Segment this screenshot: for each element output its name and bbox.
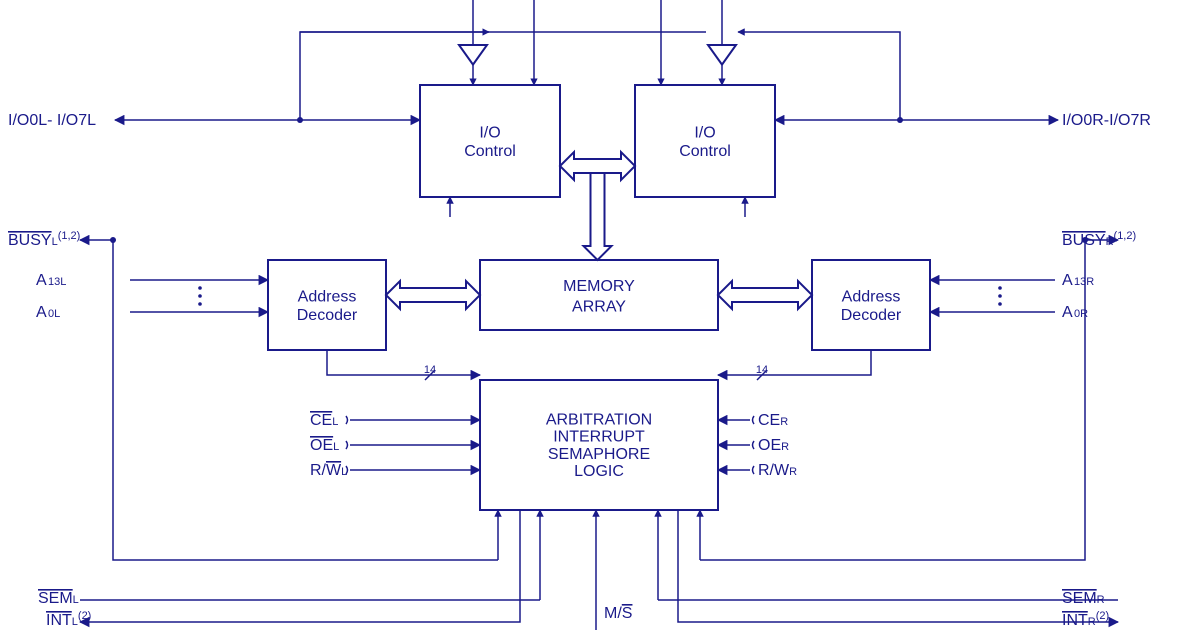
svg-text:13L: 13L (48, 276, 66, 288)
svg-text:13R: 13R (1074, 276, 1094, 288)
block-diagram: I/OControlI/OControlAddressDecoderMEMORY… (0, 0, 1200, 630)
svg-text:0L: 0L (48, 308, 60, 320)
block-memory (480, 260, 718, 330)
signal-ce-right: CER (758, 412, 788, 429)
signal-sem-left: SEML (38, 590, 79, 607)
signal-busy-left: BUSYL(1,2) (8, 230, 80, 249)
svg-text:14: 14 (756, 364, 768, 376)
signal-rw-left: R/WL (310, 462, 347, 479)
svg-text:0R: 0R (1074, 308, 1088, 320)
signal-ms: M/S (604, 605, 632, 622)
signal-oe-right: OER (758, 437, 789, 454)
svg-text:A: A (1062, 272, 1073, 289)
signal-int-left: INTL(2) (46, 610, 91, 629)
hollow-arrow (718, 281, 812, 309)
hollow-arrow (584, 173, 612, 260)
svg-text:A: A (1062, 304, 1073, 321)
svg-text:A: A (36, 272, 47, 289)
hollow-arrow (386, 281, 480, 309)
buffer-left (459, 45, 487, 65)
signal-io-left: I/O0L- I/O7L (8, 112, 96, 129)
block-label-addr_dec_r: AddressDecoder (841, 288, 902, 323)
svg-text:A: A (36, 304, 47, 321)
signal-io-right: I/O0R-I/O7R (1062, 112, 1151, 129)
signal-sem-right: SEMR (1062, 590, 1105, 607)
block-label-addr_dec_l: AddressDecoder (297, 288, 358, 323)
signal-busy-right: BUSYR(1,2) (1062, 230, 1136, 249)
buffer-right (708, 45, 736, 65)
signal-int-right: INTR(2) (1062, 610, 1109, 629)
signal-oe-left: OEL (310, 437, 339, 454)
signal-rw-right: R/WR (758, 462, 797, 479)
svg-text:14: 14 (424, 364, 436, 376)
signal-ce-left: CEL (310, 412, 338, 429)
